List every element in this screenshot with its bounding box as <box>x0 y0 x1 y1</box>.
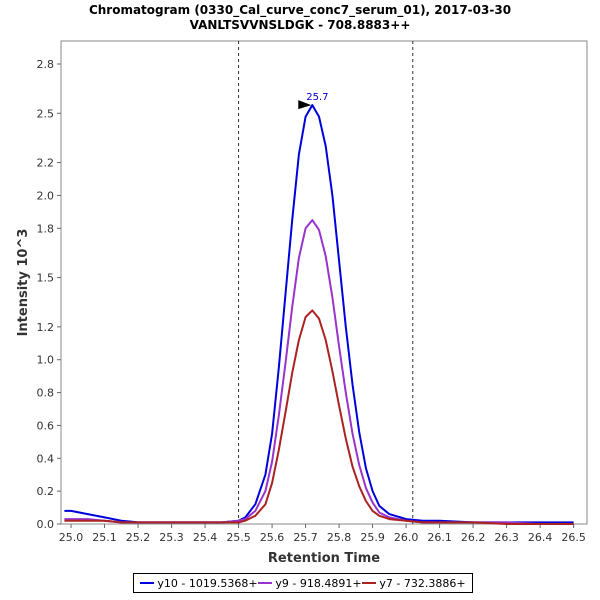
legend-item-y7: y7 - 732.3886+ <box>362 576 466 590</box>
legend-item-y9: y9 - 918.4891+ <box>258 576 362 590</box>
y-tick-label: 0.4 <box>37 452 55 465</box>
x-tick-label: 25.1 <box>92 531 117 544</box>
x-tick-label: 26.5 <box>561 531 586 544</box>
x-tick-label: 25.8 <box>327 531 352 544</box>
legend-swatch-y10 <box>140 582 155 584</box>
x-tick-label: 25.9 <box>360 531 385 544</box>
chart-title: Chromatogram (0330_Cal_curve_conc7_serum… <box>88 3 512 17</box>
y-tick-label: 2.2 <box>37 157 55 170</box>
y-tick-label: 1.8 <box>37 222 55 235</box>
x-tick-label: 25.0 <box>59 531 84 544</box>
x-tick-label: 25.7 <box>293 531 318 544</box>
legend-label-y10: y10 - 1019.5368+ <box>157 576 258 590</box>
x-tick-label: 26.4 <box>528 531 553 544</box>
legend-label-y7: y7 - 732.3886+ <box>379 576 466 590</box>
peak-label: 25.7 <box>306 92 328 103</box>
y-axis-title: Intensity 10^3 <box>16 229 31 337</box>
y-tick-label: 2.0 <box>37 189 55 202</box>
legend-swatch-y7 <box>362 582 377 584</box>
x-axis-title: Retention Time <box>268 551 380 566</box>
plot-area <box>60 40 588 525</box>
legend-item-y10: y10 - 1019.5368+ <box>140 576 258 590</box>
x-tick-label: 25.5 <box>226 531 251 544</box>
y-tick-label: 1.2 <box>37 321 55 334</box>
chart-subtitle: VANLTSVVNSLDGK - 708.8883++ <box>189 18 411 32</box>
x-tick-label: 26.3 <box>494 531 519 544</box>
y-tick-label: 0.8 <box>37 387 55 400</box>
legend-swatch-y9 <box>258 582 273 584</box>
x-tick-label: 25.6 <box>260 531 285 544</box>
y-tick-label: 0.6 <box>37 419 55 432</box>
x-tick-label: 25.4 <box>193 531 218 544</box>
x-tick-label: 26.1 <box>427 531 452 544</box>
y-tick-label: 2.5 <box>37 107 55 120</box>
y-tick-label: 1.5 <box>37 272 55 285</box>
peak-marker-arrow <box>298 100 312 110</box>
y7-series-line <box>64 309 574 525</box>
y-tick-label: 2.8 <box>37 58 55 71</box>
y-tick-label: 0.2 <box>37 485 55 498</box>
y-tick-label: 1.0 <box>37 354 55 367</box>
x-tick-label: 26.0 <box>394 531 419 544</box>
x-tick-label: 26.2 <box>461 531 486 544</box>
x-tick-label: 25.2 <box>126 531 151 544</box>
legend-label-y9: y9 - 918.4891+ <box>275 576 362 590</box>
chart-legend: y10 - 1019.5368+ y9 - 918.4891+ y7 - 732… <box>133 573 473 593</box>
y-tick-label: 0.0 <box>37 518 55 531</box>
x-tick-label: 25.3 <box>159 531 184 544</box>
